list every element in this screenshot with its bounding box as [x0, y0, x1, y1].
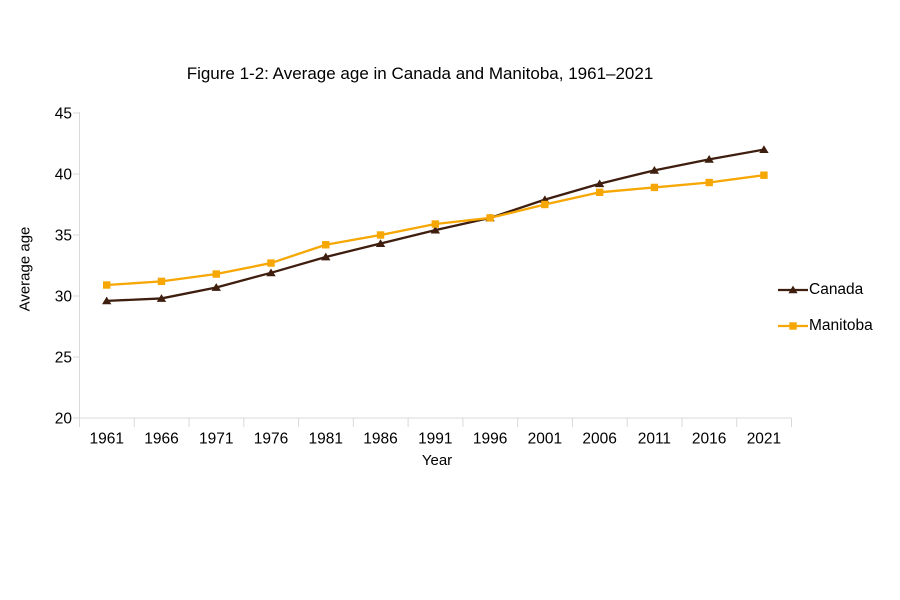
legend: Canada Manitoba [778, 280, 873, 336]
manitoba-marker [376, 231, 385, 239]
manitoba-marker [431, 220, 440, 228]
canada-marker [704, 155, 714, 163]
x-tick-label: 1976 [254, 431, 288, 448]
y-tick-label: 40 [55, 167, 73, 184]
x-tick-label: 2016 [692, 431, 726, 448]
manitoba-marker [212, 270, 220, 278]
manitoba-marker [322, 241, 330, 249]
canada-marker [266, 268, 276, 277]
legend-label-canada: Canada [809, 281, 864, 298]
canada-marker [102, 296, 112, 305]
x-tick-label: 1961 [89, 431, 123, 448]
manitoba-marker [760, 171, 768, 179]
manitoba-marker [705, 178, 713, 187]
canada-marker [430, 225, 441, 234]
x-tick-label: 1986 [363, 431, 397, 448]
y-tick-label: 45 [55, 106, 72, 123]
canada-marker [594, 179, 605, 188]
x-tick-label: 1991 [418, 431, 452, 448]
canada-marker [321, 252, 331, 261]
x-tick-label: 1996 [473, 431, 507, 448]
y-tick-label: 20 [55, 411, 73, 428]
canada-marker [649, 166, 660, 174]
chart-title: Figure 1-2: Average age in Canada and Ma… [186, 64, 654, 83]
x-axis-title: Year [421, 452, 453, 469]
x-tick-label: 2011 [638, 431, 671, 448]
manitoba-marker [595, 188, 604, 196]
manitoba-marker [267, 259, 275, 267]
manitoba-marker [157, 277, 166, 286]
canada-marker [375, 239, 386, 247]
manitoba-line-swatch [778, 322, 808, 330]
manitoba-marker [541, 200, 549, 209]
y-axis-title: Average age [16, 226, 34, 312]
legend-item-manitoba: Manitoba [778, 316, 873, 336]
canada-line-swatch [778, 285, 808, 294]
x-tick-label: 2021 [747, 431, 781, 448]
manitoba-marker [103, 281, 111, 289]
canada-marker [211, 283, 221, 291]
manitoba-marker [650, 183, 659, 192]
y-tick-label: 35 [55, 228, 72, 245]
x-tick-label: 1971 [199, 431, 233, 448]
y-tick-label: 30 [55, 289, 73, 306]
legend-item-canada: Canada [778, 280, 873, 300]
manitoba-marker [486, 214, 494, 222]
legend-label-manitoba: Manitoba [809, 317, 873, 334]
x-tick-label: 1966 [144, 431, 178, 448]
canada-marker [759, 145, 769, 153]
y-tick-label: 25 [55, 350, 72, 367]
canada-marker [156, 294, 167, 302]
x-tick-label: 2006 [582, 431, 616, 448]
x-tick-label: 2001 [528, 431, 562, 448]
x-tick-label: 1981 [309, 431, 343, 448]
